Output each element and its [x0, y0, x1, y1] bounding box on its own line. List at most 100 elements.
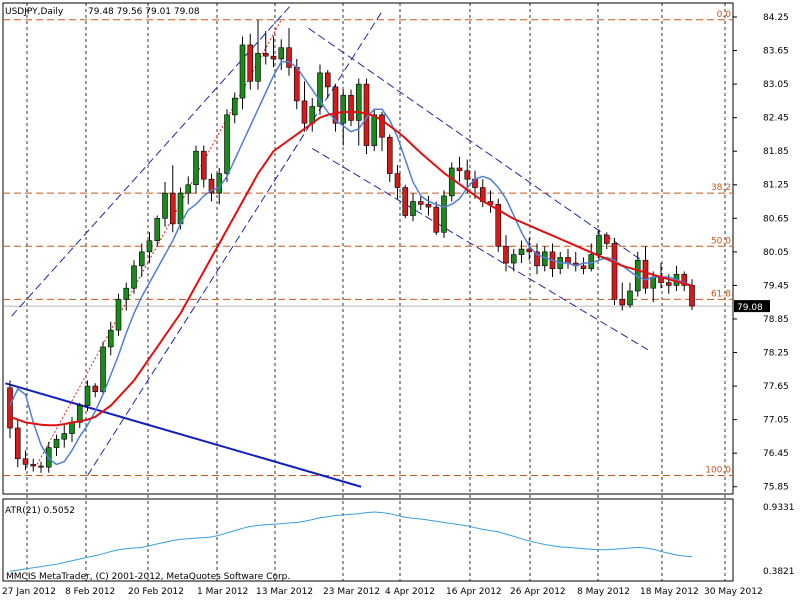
candle-body: [441, 195, 447, 233]
candle-body: [317, 72, 323, 107]
candle-body: [534, 251, 540, 267]
candle-body: [402, 187, 409, 216]
candle-body: [185, 184, 192, 194]
candle-body: [146, 240, 153, 253]
up-channel-upper: [11, 2, 294, 317]
y-tick-label: 84.25: [763, 13, 789, 23]
candle-body: [495, 204, 502, 247]
candle-body: [619, 299, 626, 306]
candle-body: [231, 97, 238, 116]
y-tick-label: 81.85: [763, 147, 789, 157]
candle-body: [410, 201, 416, 216]
candle-body: [464, 170, 471, 180]
candle-body: [580, 265, 587, 269]
candle-body: [433, 206, 440, 233]
candle-body: [665, 282, 672, 286]
candle-body: [7, 387, 13, 429]
y-tick-label: 77.05: [763, 416, 789, 426]
candle-body: [53, 438, 60, 448]
candle-body: [100, 346, 106, 392]
candle-body: [154, 218, 161, 241]
y-tick-label: 83.05: [763, 80, 789, 90]
y-tick-label: 76.45: [763, 449, 789, 459]
support-trend-line: [5, 382, 362, 488]
candle-body: [596, 234, 602, 255]
candle-body: [247, 44, 254, 82]
y-tick-label: 80.65: [763, 214, 789, 224]
moving-average-line: [9, 60, 693, 466]
x-tick-label: 1 Mar 2012: [197, 587, 248, 597]
candle-body: [355, 83, 362, 121]
candle-body: [162, 192, 168, 219]
candle-body: [14, 427, 21, 460]
candle-body: [448, 167, 455, 197]
candle-body: [262, 53, 269, 57]
current-price-label: 79.08: [737, 303, 763, 313]
candle-body: [293, 67, 300, 102]
fib-level-label: 0.0: [717, 10, 732, 20]
candle-body: [92, 385, 99, 392]
candle-body: [301, 100, 308, 124]
fib-level-label: 61.8: [711, 289, 731, 299]
x-tick-label: 26 Apr 2012: [510, 587, 566, 597]
candle-body: [348, 94, 354, 121]
current-price-tag: [734, 300, 770, 313]
candle-body: [456, 167, 463, 172]
candle-body: [324, 72, 331, 88]
candle-body: [255, 53, 261, 82]
candle-body: [340, 94, 347, 124]
candle-body: [286, 47, 292, 68]
candle-body: [193, 150, 199, 186]
candle-body: [541, 251, 548, 267]
candle-body: [379, 114, 385, 138]
candle-body: [200, 150, 207, 180]
candle-body: [371, 114, 378, 146]
copyright-text: MMCIS MetaTrader, (C) 2001-2012, MetaQuo…: [6, 572, 290, 582]
y-tick-label: 78.85: [763, 315, 789, 325]
candle-body: [603, 234, 610, 244]
y-tick-label: 77.65: [763, 382, 789, 392]
candle-body: [208, 178, 215, 194]
y-tick-label: 81.25: [763, 181, 789, 191]
x-tick-label: 27 Jan 2012: [2, 587, 56, 597]
x-tick-label: 16 Apr 2012: [446, 587, 502, 597]
candle-body: [503, 245, 509, 264]
candle-body: [642, 259, 649, 289]
candle-body: [239, 44, 246, 99]
x-tick-label: 18 May 2012: [640, 587, 699, 597]
y-tick-label: 80.05: [763, 248, 789, 258]
x-tick-label: 8 Feb 2012: [65, 587, 115, 597]
candle-body: [61, 433, 68, 440]
atr-pane-frame: [2, 498, 734, 582]
candle-body: [270, 55, 277, 60]
candle-body: [425, 204, 432, 208]
x-tick-label: 13 Mar 2012: [256, 587, 313, 597]
candle-body: [309, 106, 316, 124]
atr-tick-label: 0.3821: [763, 567, 795, 577]
chart-title: USDJPY,Daily: [5, 7, 64, 17]
candle-body: [22, 458, 29, 465]
candle-body: [417, 201, 424, 205]
fib-level-label: 100.0: [705, 466, 731, 476]
candle-body: [526, 248, 533, 253]
candle-body: [386, 136, 393, 174]
candle-body: [115, 299, 122, 331]
down-channel-upper: [308, 27, 646, 264]
x-tick-label: 23 Mar 2012: [323, 587, 380, 597]
candle-body: [38, 465, 44, 468]
candle-body: [681, 273, 688, 286]
candle-body: [518, 248, 525, 255]
candle-body: [76, 405, 83, 423]
candle-body: [131, 265, 137, 289]
candle-body: [216, 173, 223, 194]
y-tick-label: 83.65: [763, 47, 789, 57]
candle-body: [69, 422, 75, 434]
candle-body: [394, 173, 401, 188]
candle-body: [138, 251, 145, 267]
candle-body: [611, 243, 618, 300]
y-tick-label: 75.85: [763, 483, 789, 493]
y-tick-label: 78.25: [763, 349, 789, 359]
x-tick-label: 30 May 2012: [704, 587, 763, 597]
candle-body: [84, 385, 91, 406]
